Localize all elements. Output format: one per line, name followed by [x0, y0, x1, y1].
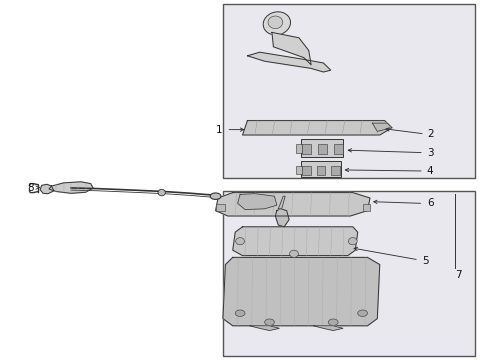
Ellipse shape	[348, 238, 357, 245]
Polygon shape	[223, 257, 380, 326]
Polygon shape	[314, 326, 343, 330]
Text: 8: 8	[27, 183, 34, 193]
Ellipse shape	[158, 189, 166, 196]
Text: 3: 3	[427, 148, 434, 158]
Text: 4: 4	[427, 166, 434, 176]
Polygon shape	[247, 52, 331, 72]
Ellipse shape	[263, 12, 291, 35]
Ellipse shape	[235, 310, 245, 316]
Ellipse shape	[358, 310, 368, 316]
Bar	[223, 191, 475, 356]
Polygon shape	[40, 184, 54, 194]
Polygon shape	[216, 193, 370, 216]
Text: 5: 5	[422, 256, 429, 266]
Bar	[301, 139, 343, 157]
Polygon shape	[372, 123, 392, 131]
Text: 2: 2	[427, 129, 434, 139]
Ellipse shape	[265, 319, 274, 325]
Ellipse shape	[268, 16, 283, 29]
Polygon shape	[243, 121, 392, 135]
Bar	[296, 166, 302, 174]
Polygon shape	[275, 209, 289, 227]
Bar	[318, 144, 326, 154]
Polygon shape	[250, 326, 279, 330]
Bar	[301, 161, 341, 177]
Text: 1: 1	[216, 125, 223, 135]
Text: 6: 6	[427, 198, 434, 208]
Bar	[223, 4, 475, 178]
Bar	[331, 166, 340, 175]
Bar	[302, 166, 311, 175]
Polygon shape	[272, 32, 311, 65]
Text: 7: 7	[455, 270, 462, 280]
Bar	[216, 204, 225, 211]
Polygon shape	[278, 196, 285, 209]
Ellipse shape	[290, 250, 298, 257]
Bar	[334, 144, 343, 154]
Ellipse shape	[236, 238, 245, 245]
Polygon shape	[233, 227, 358, 256]
Ellipse shape	[328, 319, 338, 325]
Ellipse shape	[210, 193, 221, 199]
Bar	[363, 204, 370, 211]
Bar	[302, 144, 311, 154]
Bar	[296, 144, 302, 153]
Polygon shape	[238, 194, 277, 210]
Polygon shape	[49, 182, 93, 193]
Bar	[317, 166, 325, 175]
